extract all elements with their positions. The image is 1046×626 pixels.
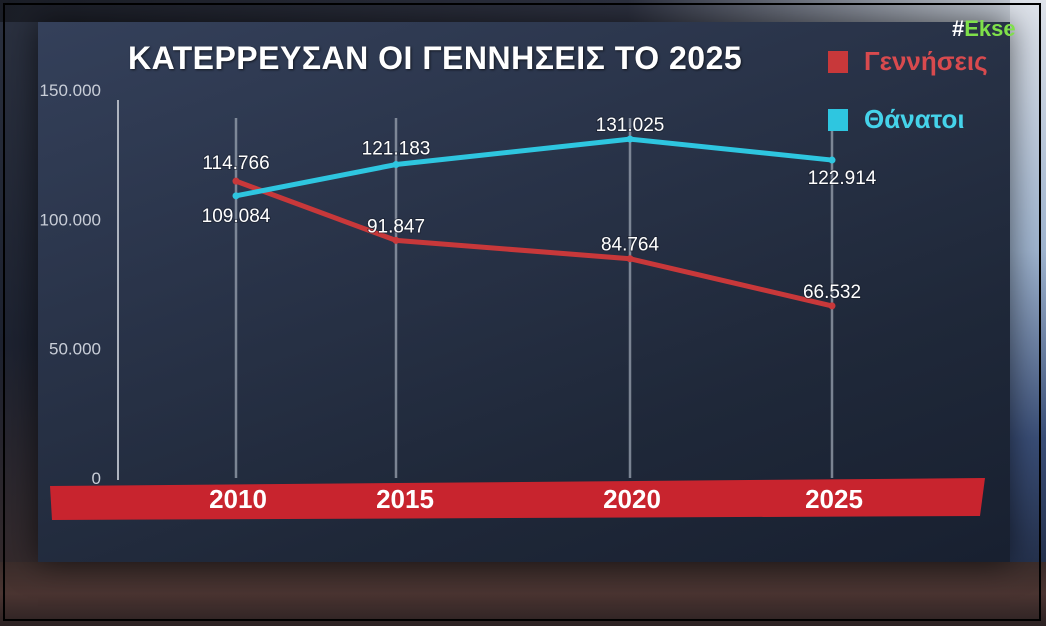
x-axis-band — [50, 478, 985, 520]
data-label-deaths-2010: 109.084 — [202, 206, 271, 227]
legend-item-deaths: Θάνατοι — [828, 104, 965, 135]
chart-title: ΚΑΤΕΡΡΕΥΣΑΝ ΟΙ ΓΕΝΝΗΣΕΙΣ ΤΟ 2025 — [128, 40, 743, 76]
x-tick-label: 2010 — [209, 484, 267, 514]
data-point-births-2020 — [626, 255, 634, 263]
data-point-deaths-2015 — [392, 161, 400, 169]
data-point-deaths-2010 — [232, 192, 240, 200]
logo-name: Ekse — [964, 16, 1016, 41]
legend-swatch-deaths — [828, 108, 848, 131]
y-tick-label: 0 — [92, 469, 101, 488]
x-tick-label: 2015 — [376, 484, 434, 514]
y-tick-label: 50.000 — [49, 340, 101, 359]
data-label-births-2025: 66.532 — [803, 282, 861, 303]
data-label-births-2015: 91.847 — [367, 216, 425, 237]
series-line-births — [233, 178, 835, 309]
bottom-background-blur — [0, 562, 1046, 626]
legend-swatch-births — [828, 50, 848, 73]
x-tick-label: 2025 — [805, 484, 863, 514]
legend-label-deaths: Θάνατοι — [864, 104, 965, 134]
data-label-deaths-2025: 122.914 — [808, 168, 877, 189]
logo-hash: # — [952, 16, 965, 41]
data-label-deaths-2015: 121.183 — [362, 139, 431, 160]
data-point-births-2015 — [392, 236, 400, 244]
y-tick-label: 100.000 — [40, 210, 101, 229]
data-label-deaths-2020: 131.025 — [596, 115, 665, 136]
chart-screen — [38, 22, 1010, 562]
data-label-births-2010: 114.766 — [202, 153, 269, 174]
data-point-deaths-2020 — [626, 135, 634, 143]
legend-label-births: Γεννήσεις — [864, 46, 988, 76]
data-label-births-2020: 84.764 — [601, 235, 660, 256]
channel-logo: #Ekse — [952, 16, 1016, 42]
top-background-strip — [0, 0, 1046, 22]
y-tick-label: 150.000 — [40, 81, 101, 100]
x-tick-label: 2020 — [603, 484, 661, 514]
legend-item-births: Γεννήσεις — [828, 46, 988, 77]
data-point-deaths-2025 — [828, 156, 836, 164]
data-point-births-2025 — [828, 302, 836, 310]
series-line-deaths — [233, 136, 835, 199]
data-point-births-2010 — [232, 177, 240, 185]
